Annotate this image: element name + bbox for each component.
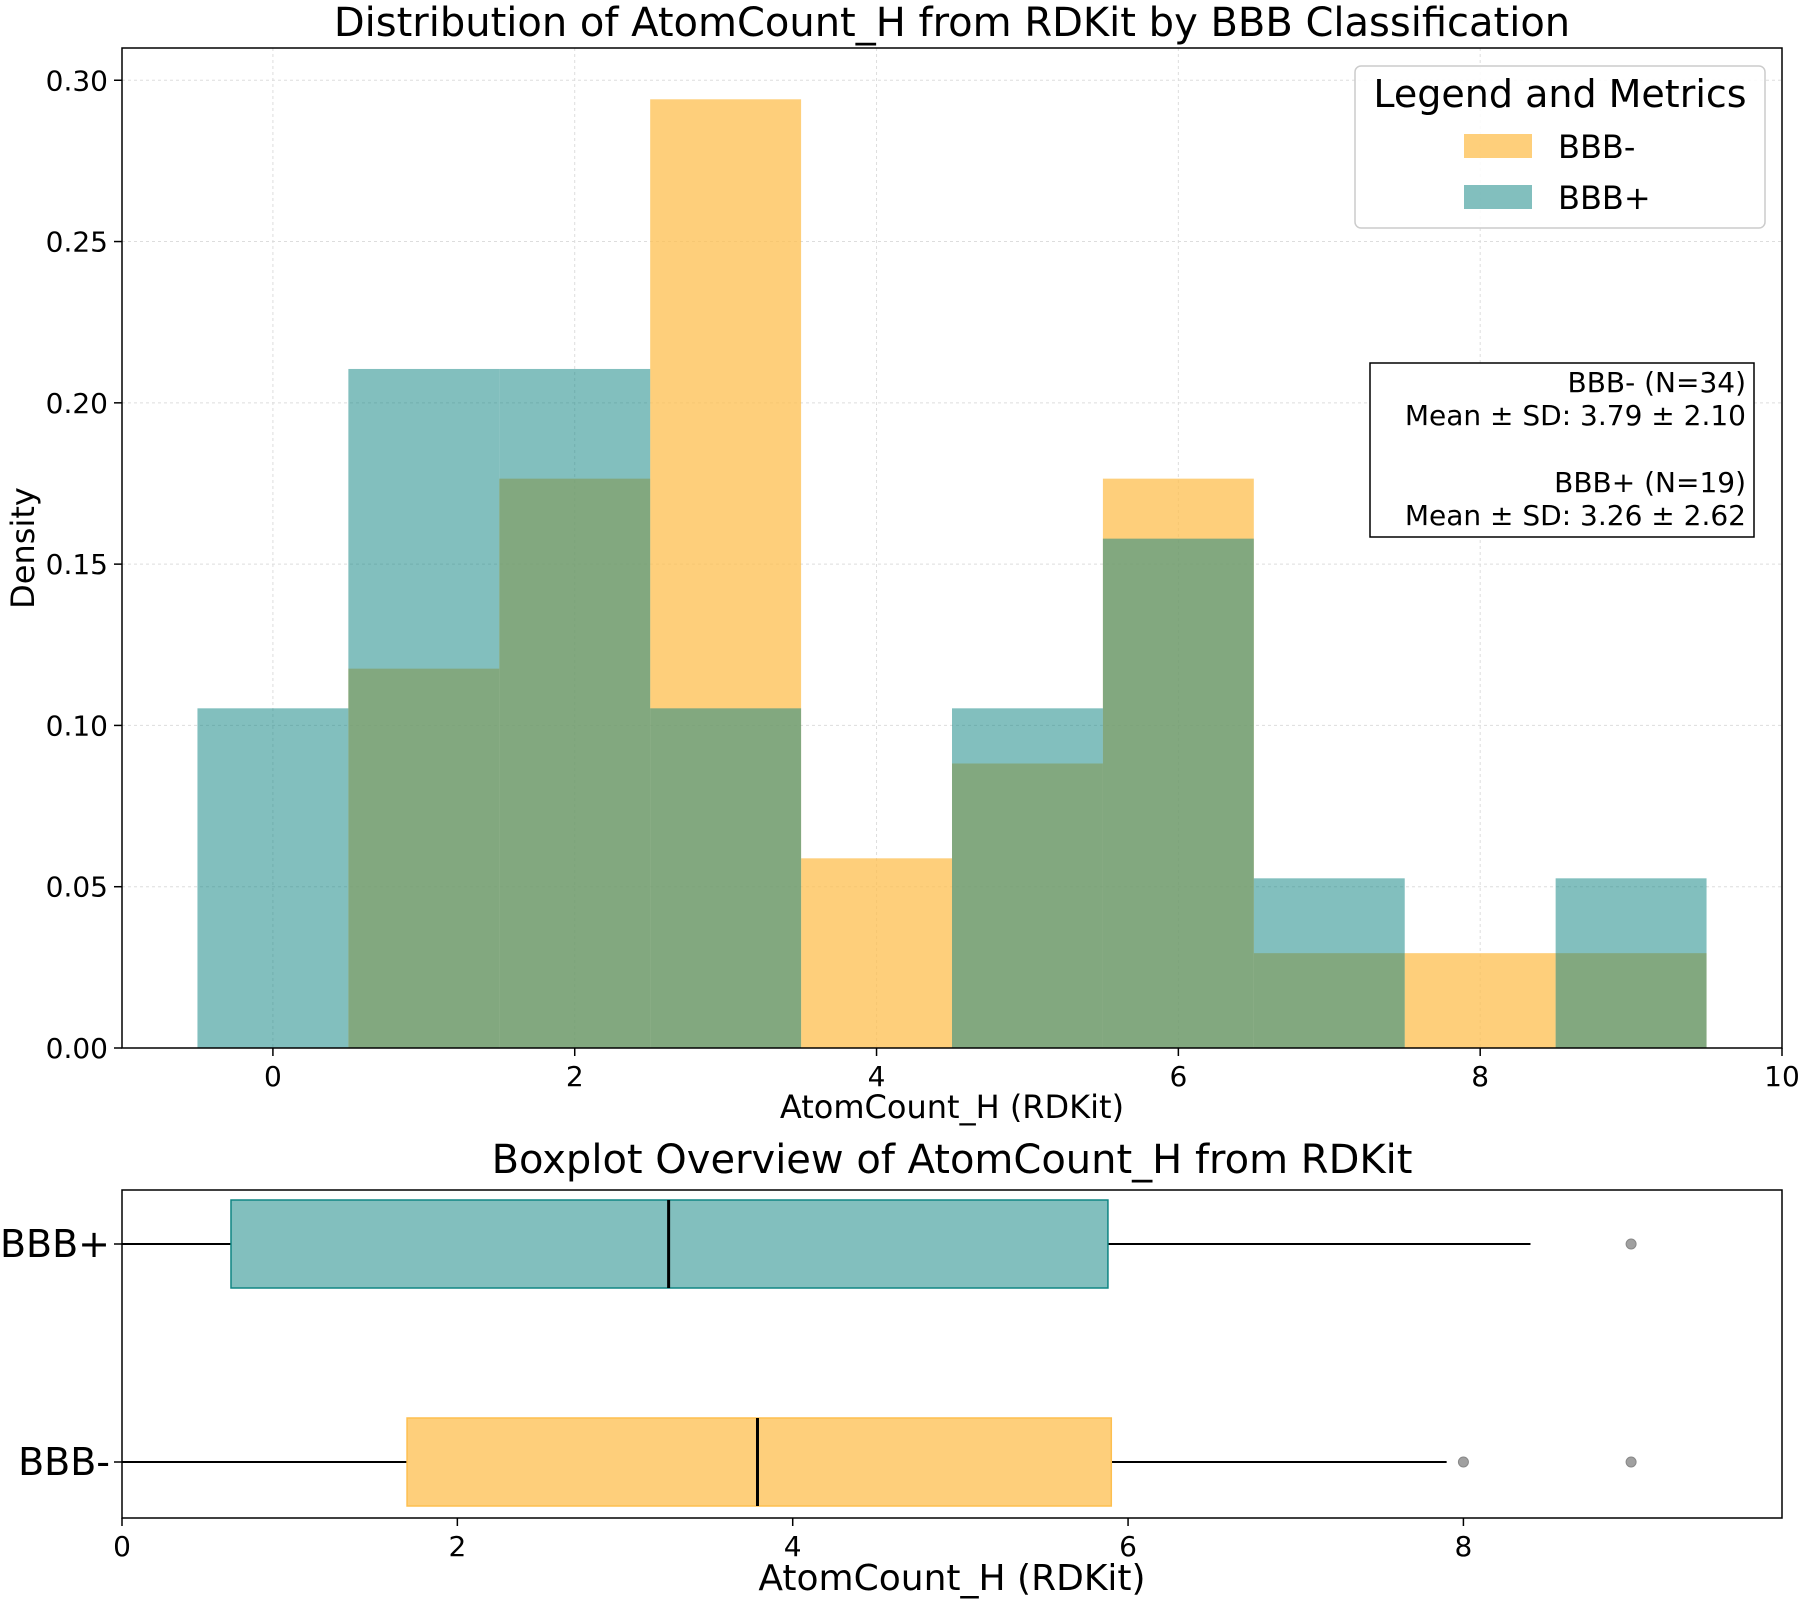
- hist-y-tick-label-5: 0.25: [46, 226, 108, 259]
- histogram-bars: [197, 99, 1707, 1049]
- box-x-tick-label-3: 6: [1119, 1530, 1137, 1563]
- hist-x-tick-label-4: 8: [1471, 1060, 1489, 1093]
- metrics-box: BBB- (N=34) Mean ± SD: 3.79 ± 2.10 BBB+ …: [1369, 362, 1755, 538]
- legend-box: [1354, 65, 1766, 229]
- legend-label-bbb-minus: BBB-: [1558, 128, 1635, 166]
- hist-x-tick-label-3: 6: [1169, 1060, 1187, 1093]
- hist-x-tick-label-2: 4: [868, 1060, 886, 1093]
- hist-y-tick-label-0: 0.00: [46, 1032, 108, 1065]
- hist-y-tick-label-4: 0.20: [46, 387, 108, 420]
- box-outlier-bbbminus-0: [1457, 1456, 1469, 1468]
- box-x-tick-label-4: 8: [1455, 1530, 1473, 1563]
- boxplot-y-ticks: BBB+ BBB-: [0, 1222, 122, 1484]
- boxplot-frame: [121, 1189, 1783, 1519]
- box-x-tick-label-0: 0: [113, 1530, 131, 1563]
- hist-x-tick-label-5: 10: [1764, 1060, 1800, 1093]
- histogram-y-axis-label: Density: [4, 487, 42, 609]
- box-y-tick-label-1: BBB-: [18, 1440, 110, 1484]
- histogram-frame: [121, 47, 1783, 1049]
- histogram-x-axis-label: AtomCount_H (RDKit): [780, 1088, 1124, 1126]
- histogram-x-ticks: 0 2 4 6 8 10: [264, 1048, 1800, 1093]
- hist-y-tick-label-1: 0.05: [46, 871, 108, 904]
- hist-bar-bbbplus-3: [650, 708, 802, 1048]
- metrics-frame: [1369, 362, 1755, 538]
- metrics-bbb-minus-mean: Mean ± SD: 3.79 ± 2.10: [1405, 399, 1746, 432]
- hist-bar-bbbplus-7: [1253, 878, 1405, 1048]
- hist-bar-bbbplus-5: [952, 708, 1103, 1048]
- legend-swatch-bbb-minus: [1464, 134, 1532, 158]
- legend-swatch-bbb-plus: [1464, 185, 1532, 209]
- boxplot-title: Boxplot Overview of AtomCount_H from RDK…: [492, 1137, 1413, 1183]
- metrics-bbb-plus-mean: Mean ± SD: 3.26 ± 2.62: [1405, 499, 1746, 532]
- hist-x-tick-label-1: 2: [566, 1060, 584, 1093]
- boxplot-x-ticks: 0 2 4 6 8: [113, 1518, 1472, 1563]
- hist-bar-bbbplus-2: [499, 368, 651, 1048]
- hist-y-tick-label-6: 0.30: [46, 64, 108, 97]
- legend-label-bbb-plus: BBB+: [1558, 179, 1651, 217]
- boxplot-x-axis-label: AtomCount_H (RDKit): [758, 1558, 1145, 1599]
- histogram-y-ticks: 0.00 0.05 0.10 0.15 0.20 0.25 0.30: [46, 64, 122, 1065]
- hist-bar-bbbplus-1: [348, 368, 500, 1048]
- metrics-bbb-plus-n: BBB+ (N=19): [1554, 466, 1746, 499]
- legend: Legend and Metrics BBB- BBB+: [1354, 65, 1766, 229]
- hist-x-tick-label-0: 0: [264, 1060, 282, 1093]
- hist-bar-bbbminus-8: [1404, 953, 1556, 1048]
- hist-bar-bbbplus-6: [1102, 538, 1254, 1048]
- box-outlier-bbbplus-0: [1625, 1238, 1637, 1250]
- hist-bar-bbbplus-9: [1555, 878, 1707, 1048]
- box-outlier-bbbminus-1: [1625, 1456, 1637, 1468]
- legend-title: Legend and Metrics: [1373, 72, 1746, 116]
- hist-bar-bbbminus-4: [801, 858, 952, 1048]
- boxplot-marks: [122, 1199, 1637, 1507]
- hist-bar-bbbplus-0: [197, 708, 349, 1048]
- histogram-title: Distribution of AtomCount_H from RDKit b…: [334, 0, 1570, 46]
- box-y-tick-label-0: BBB+: [0, 1222, 110, 1266]
- hist-y-tick-label-3: 0.15: [46, 548, 108, 581]
- metrics-bbb-minus-n: BBB- (N=34): [1567, 366, 1746, 399]
- box-iqr-bbbminus: [406, 1417, 1113, 1507]
- box-x-tick-label-2: 4: [784, 1530, 802, 1563]
- hist-y-tick-label-2: 0.10: [46, 709, 108, 742]
- box-x-tick-label-1: 2: [448, 1530, 466, 1563]
